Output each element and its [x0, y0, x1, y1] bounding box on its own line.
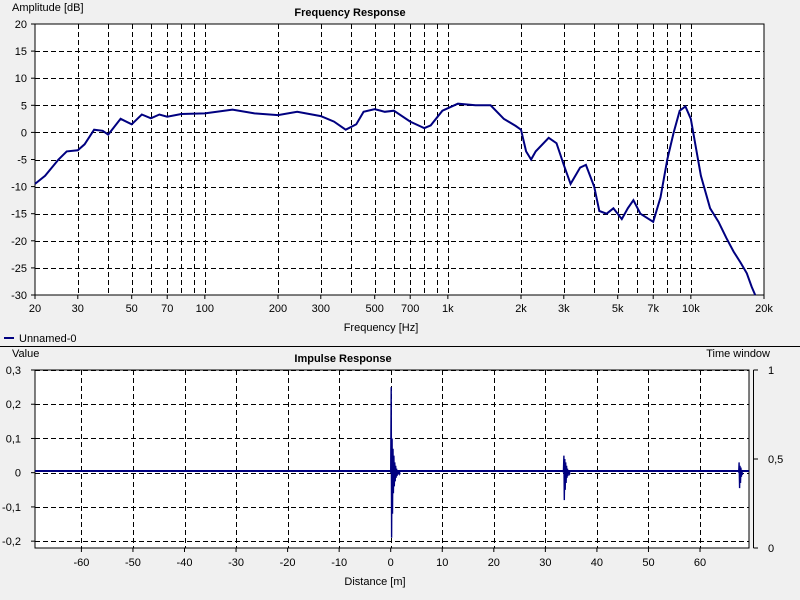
fr-x-tick-label: 300: [312, 303, 330, 315]
ir-x-tick-label: -10: [331, 557, 347, 569]
fr-x-tick-label: 50: [126, 303, 138, 315]
ir-plot-border: [34, 369, 750, 549]
fr-y-ticks: 20 15 10 5 0 -5 -10 -15 -20 -25 -30: [11, 19, 35, 302]
ir-x-tick-label: -60: [73, 557, 89, 569]
legend: Unnamed-0: [4, 333, 76, 345]
ir-x-tick-label: 40: [591, 557, 603, 569]
fr-y-tick-label: -15: [11, 209, 27, 221]
ir-title: Impulse Response: [294, 353, 391, 365]
ir-impulse-spike: [562, 455, 571, 501]
impulse-response-chart: -60 -50 -40 -30 -20 -10 0 10 20 30 40 50 60 0,30,20,…: [2, 348, 783, 588]
fr-x-tick-label: 20k: [755, 303, 773, 315]
ir-right-tick-label: 0: [768, 543, 774, 555]
frequency-response-chart: 20 30 50 70 100 200 300 500 700 1k 2k 3k 5k 7k 10k 20k …: [4, 2, 773, 345]
ir-x-tick-label: 60: [694, 557, 706, 569]
fr-y-tick-label: -5: [17, 155, 27, 167]
fr-x-axis-label: Frequency [Hz]: [344, 322, 419, 334]
fr-y-tick-label: -20: [11, 236, 27, 248]
ir-y-tick-label: 0: [15, 468, 21, 480]
fr-x-tick-label: 3k: [558, 303, 570, 315]
ir-impulse-spike: [738, 462, 744, 489]
ir-x-tick-label: -40: [177, 557, 193, 569]
fr-x-tick-label: 20: [29, 303, 41, 315]
fr-series-line: [34, 102, 757, 296]
ir-x-tick-label: -50: [125, 557, 141, 569]
fr-y-tick-label: -30: [11, 290, 27, 302]
fr-y-tick-label: 15: [15, 46, 27, 58]
ir-right-axis-label: Time window: [706, 348, 770, 360]
ir-x-axis-label: Distance [m]: [344, 576, 405, 588]
fr-y-axis-label: Amplitude [dB]: [12, 2, 84, 14]
fr-y-tick-label: 5: [21, 100, 27, 112]
fr-title: Frequency Response: [294, 7, 405, 19]
fr-y-tick-label: 10: [15, 73, 27, 85]
fr-y-tick-label: -25: [11, 263, 27, 275]
fr-y-tick-label: 20: [15, 19, 27, 31]
ir-x-tick-label: 50: [642, 557, 654, 569]
ir-impulses: [390, 387, 744, 538]
fr-x-ticks: 20 30 50 70 100 200 300 500 700 1k 2k 3k 5k 7k 10k 20k: [29, 295, 773, 315]
fr-x-tick-label: 5k: [612, 303, 624, 315]
ir-x-tick-label: 20: [488, 557, 500, 569]
ir-y-tick-label: -0,1: [2, 502, 21, 514]
fr-x-tick-label: 1k: [442, 303, 454, 315]
fr-y-tick-label: -10: [11, 182, 27, 194]
ir-x-tick-label: 10: [436, 557, 448, 569]
ir-y-tick-label: 0,1: [6, 433, 21, 445]
ir-y-tick-label: 0,3: [6, 365, 21, 377]
fr-x-tick-label: 200: [269, 303, 287, 315]
ir-x-tick-label: -30: [228, 557, 244, 569]
fr-x-tick-label: 30: [72, 303, 84, 315]
fr-x-tick-label: 700: [401, 303, 419, 315]
ir-y-tick-label: 0,2: [6, 399, 21, 411]
ir-x-tick-label: -20: [280, 557, 296, 569]
ir-impulse-spike: [390, 387, 401, 538]
fr-x-tick-label: 100: [196, 303, 214, 315]
ir-right-y-ticks: 10,50: [753, 365, 783, 555]
fr-plot-area: [35, 24, 764, 295]
ir-right-tick-label: 1: [768, 365, 774, 377]
ir-x-tick-label: 30: [539, 557, 551, 569]
fr-x-tick-label: 500: [366, 303, 384, 315]
ir-x-ticks: -60 -50 -40 -30 -20 -10 0 10 20 30 40 50 60: [73, 548, 706, 569]
legend-label: Unnamed-0: [19, 333, 76, 345]
fr-y-tick-label: 0: [21, 127, 27, 139]
ir-y-axis-label: Value: [12, 348, 39, 360]
ir-y-ticks: 0,3 0,2 0,1 0 -0,1 -0,2: [2, 365, 35, 548]
fr-grid: [35, 24, 764, 295]
ir-y-tick-label: -0,2: [2, 536, 21, 548]
fr-x-tick-label: 70: [161, 303, 173, 315]
fr-x-tick-label: 7k: [647, 303, 659, 315]
fr-x-tick-label: 2k: [515, 303, 527, 315]
ir-right-tick-label: 0,5: [768, 454, 783, 466]
fr-x-tick-label: 10k: [682, 303, 700, 315]
ir-x-tick-label: 0: [388, 557, 394, 569]
